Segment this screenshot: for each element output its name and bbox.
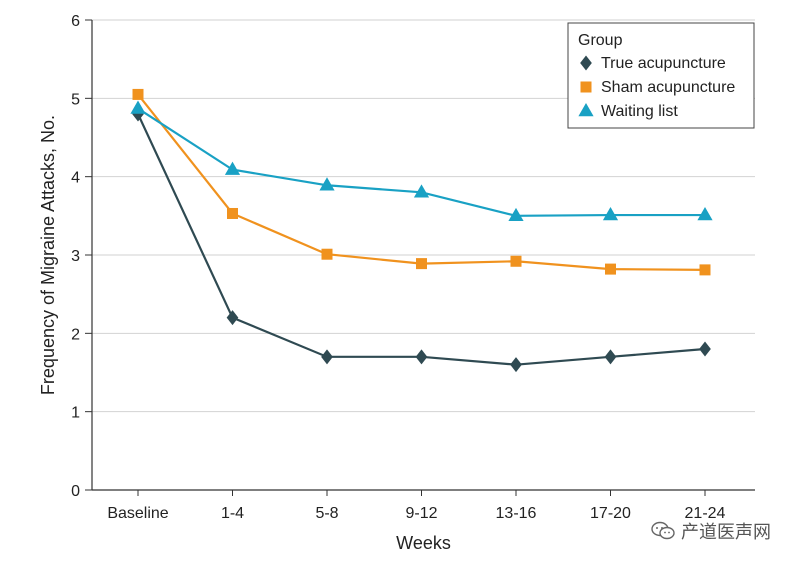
data-point-waiting-list-17-20 bbox=[602, 207, 619, 221]
legend-box bbox=[567, 22, 755, 129]
axes: 0 1 2 3 4 5 6 Baseline 1-4 5-8 9-12 13-16 17-20 21-24… bbox=[38, 13, 755, 553]
legend-label-true-acupuncture: True acupuncture bbox=[601, 55, 726, 72]
data-point-true-acupuncture-1-4 bbox=[226, 310, 239, 326]
legend-marker-waiting-list bbox=[578, 103, 594, 117]
data-point-true-acupuncture-9-12 bbox=[415, 349, 428, 365]
watermark-text: 产道医声网 bbox=[681, 522, 771, 543]
data-point-sham-acupuncture-9-12 bbox=[416, 258, 427, 270]
series-layer bbox=[130, 88, 713, 373]
data-point-waiting-list-9-12 bbox=[413, 184, 430, 198]
x-tick-label-17-20: 17-20 bbox=[590, 505, 631, 522]
data-point-waiting-list-13-16 bbox=[508, 207, 524, 222]
series-line-true-acupuncture bbox=[137, 113, 706, 366]
legend-marker-true-acupuncture bbox=[580, 55, 592, 71]
series-true-acupuncture bbox=[132, 106, 711, 373]
data-point-sham-acupuncture-21-24 bbox=[699, 264, 711, 276]
legend-label-sham-acupuncture: Sham acupuncture bbox=[601, 79, 735, 96]
legend-title: Group bbox=[578, 32, 623, 49]
data-point-waiting-list-21-24 bbox=[697, 207, 713, 221]
data-point-true-acupuncture-13-16 bbox=[510, 357, 522, 373]
y-tick-label-0: 0 bbox=[71, 483, 80, 500]
x-tick-label-1-4: 1-4 bbox=[221, 505, 244, 522]
legend-label-waiting-list: Waiting list bbox=[601, 103, 678, 120]
x-tick-label-13-16: 13-16 bbox=[496, 505, 537, 522]
y-tick-label-6: 6 bbox=[71, 13, 80, 30]
chat-bubble-icon bbox=[651, 521, 675, 540]
y-axis-title: Frequency of Migraine Attacks, No. bbox=[38, 115, 58, 395]
series-waiting-list bbox=[130, 100, 713, 222]
data-point-sham-acupuncture-1-4 bbox=[227, 207, 238, 219]
data-point-sham-acupuncture-baseline bbox=[132, 88, 144, 100]
y-tick-label-5: 5 bbox=[71, 91, 80, 108]
data-point-sham-acupuncture-13-16 bbox=[510, 255, 522, 267]
legend-marker-sham-acupuncture bbox=[580, 81, 592, 93]
data-point-true-acupuncture-21-24 bbox=[699, 341, 711, 357]
data-point-waiting-list-5-8 bbox=[319, 177, 335, 191]
y-tick-label-4: 4 bbox=[71, 170, 80, 187]
watermark: 产道医声网 bbox=[651, 518, 771, 544]
x-tick-label-baseline: Baseline bbox=[107, 505, 168, 522]
legend: Group True acupuncture Sham acupuncture Wai… bbox=[567, 22, 755, 129]
data-point-sham-acupuncture-5-8 bbox=[321, 248, 333, 260]
data-point-true-acupuncture-5-8 bbox=[321, 349, 333, 365]
y-tick-label-3: 3 bbox=[71, 248, 80, 265]
series-sham-acupuncture bbox=[132, 88, 711, 276]
x-tick-label-9-12: 9-12 bbox=[405, 505, 437, 522]
x-tick-label-5-8: 5-8 bbox=[315, 505, 338, 522]
y-tick-label-1: 1 bbox=[71, 405, 80, 422]
data-point-waiting-list-baseline bbox=[130, 100, 146, 114]
y-tick-label-2: 2 bbox=[71, 326, 80, 343]
data-point-true-acupuncture-17-20 bbox=[604, 349, 617, 365]
x-tick-label-21-24: 21-24 bbox=[685, 505, 726, 522]
data-point-waiting-list-1-4 bbox=[224, 161, 241, 175]
x-axis-title: Weeks bbox=[396, 533, 451, 553]
data-point-sham-acupuncture-17-20 bbox=[605, 263, 616, 275]
